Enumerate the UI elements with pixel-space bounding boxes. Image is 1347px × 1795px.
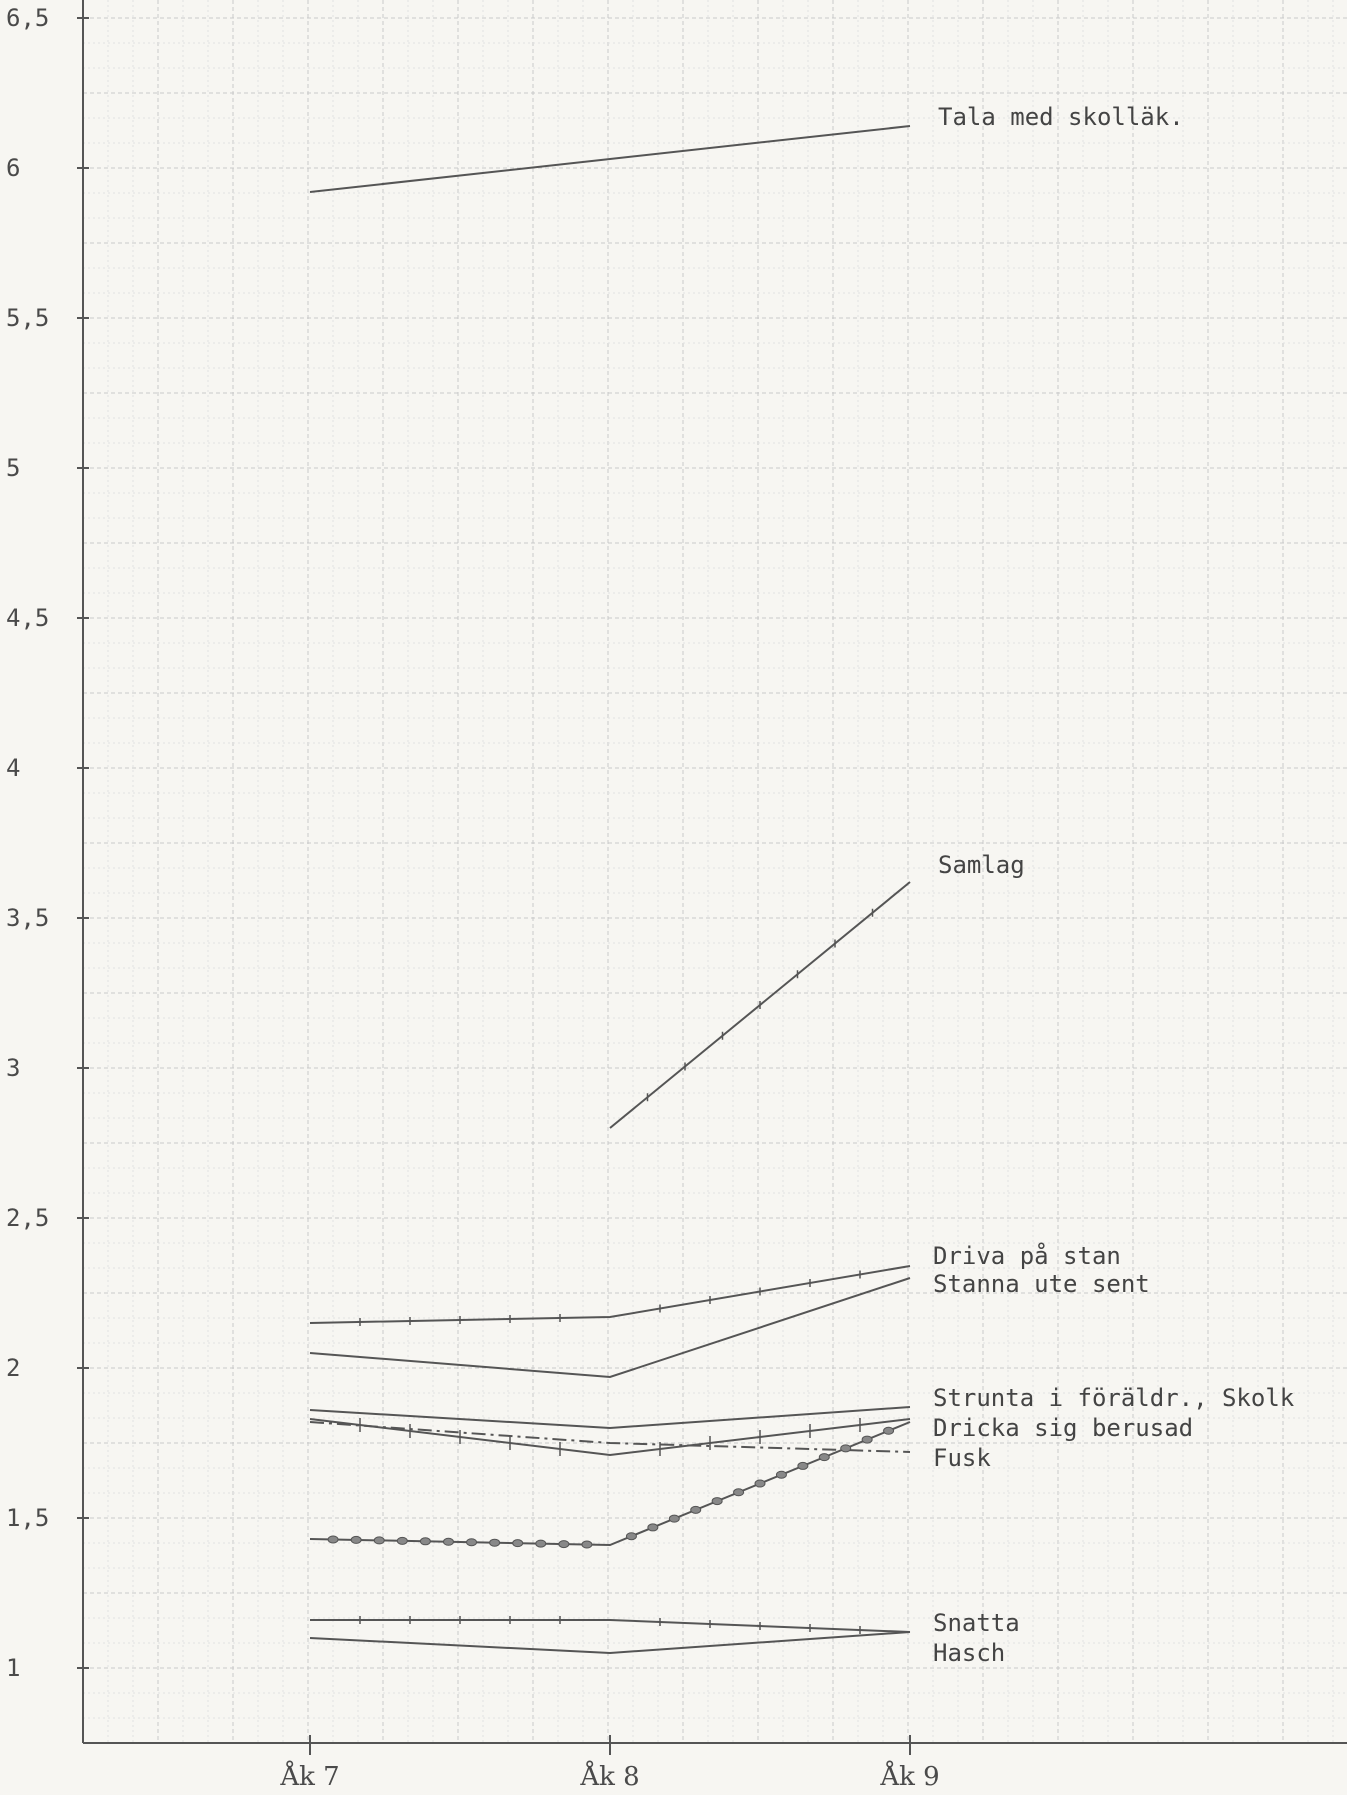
series-marker xyxy=(350,1535,362,1544)
series-line xyxy=(309,1406,911,1430)
y-tick-label: 4 xyxy=(6,754,20,782)
label-dricka-sig-berusad: Dricka sig berusad xyxy=(933,1414,1193,1442)
label-snatta: Snatta xyxy=(933,1609,1020,1637)
y-tick-label: 3,5 xyxy=(6,904,49,932)
series-line xyxy=(309,1421,911,1547)
label-samlag: Samlag xyxy=(938,851,1025,879)
series-marker xyxy=(466,1538,478,1547)
y-tick-label: 6 xyxy=(6,154,20,182)
series-marker xyxy=(558,1540,570,1549)
label-hasch: Hasch xyxy=(933,1639,1005,1667)
label-fusk: Fusk xyxy=(933,1444,991,1472)
y-tick-label: 4,5 xyxy=(6,604,49,632)
series-marker xyxy=(690,1505,702,1514)
series-line xyxy=(309,1631,911,1655)
series-marker xyxy=(419,1537,431,1546)
y-tick-label: 5,5 xyxy=(6,304,49,332)
y-tick-label: 3 xyxy=(6,1054,20,1082)
y-tick-label: 6,5 xyxy=(6,4,49,32)
series-marker xyxy=(861,1435,873,1444)
series-marker xyxy=(797,1461,809,1470)
series-marker xyxy=(512,1539,524,1548)
series-marker xyxy=(668,1514,680,1523)
series-marker xyxy=(327,1535,339,1544)
series-line xyxy=(309,125,911,193)
y-tick-label: 2,5 xyxy=(6,1204,49,1232)
series-marker xyxy=(625,1532,637,1541)
y-tick-label: 2 xyxy=(6,1354,20,1382)
series-lines xyxy=(309,125,911,1655)
series-marker xyxy=(711,1497,723,1506)
x-axis-ticks: Åk 7 Åk 8 Åk 9 xyxy=(279,1735,940,1792)
y-tick-label: 1,5 xyxy=(6,1504,49,1532)
x-tick-label: Åk 9 xyxy=(879,1760,939,1792)
series-line xyxy=(309,1421,911,1453)
series-marker xyxy=(647,1523,659,1532)
label-driva-pa-stan: Driva på stan xyxy=(933,1241,1121,1270)
series-marker xyxy=(754,1479,766,1488)
label-strunta-i-foraldr: Strunta i föräldr., Skolk xyxy=(933,1384,1295,1412)
x-tick-label: Åk 7 xyxy=(279,1760,339,1792)
series-marker xyxy=(883,1426,895,1435)
label-stanna-ute-sent: Stanna ute sent xyxy=(933,1270,1150,1298)
y-tick-label: 5 xyxy=(6,454,20,482)
series-marker xyxy=(442,1537,454,1546)
label-tala-med-skollak: Tala med skolläk. xyxy=(938,103,1184,131)
series-marker xyxy=(489,1538,501,1547)
y-tick-label: 1 xyxy=(6,1654,20,1682)
series-labels: Tala med skolläk. Samlag Driva på stan S… xyxy=(933,103,1295,1667)
series-marker xyxy=(840,1444,852,1453)
series-marker xyxy=(535,1539,547,1548)
series-line xyxy=(309,1418,911,1457)
series-marker xyxy=(775,1470,787,1479)
x-tick-label: Åk 8 xyxy=(579,1760,639,1792)
series-marker xyxy=(581,1540,593,1549)
series-marker xyxy=(818,1453,830,1462)
series-marker xyxy=(373,1536,385,1545)
series-line xyxy=(310,1619,911,1633)
series-line xyxy=(309,1265,911,1324)
series-line xyxy=(309,1277,911,1379)
grid xyxy=(83,0,1347,1743)
y-axis-ticks: 1 1,5 2 2,5 3 3,5 4 4,5 5 5,5 6 6,5 xyxy=(6,4,89,1682)
series-marker xyxy=(733,1488,745,1497)
series-marker xyxy=(396,1536,408,1545)
